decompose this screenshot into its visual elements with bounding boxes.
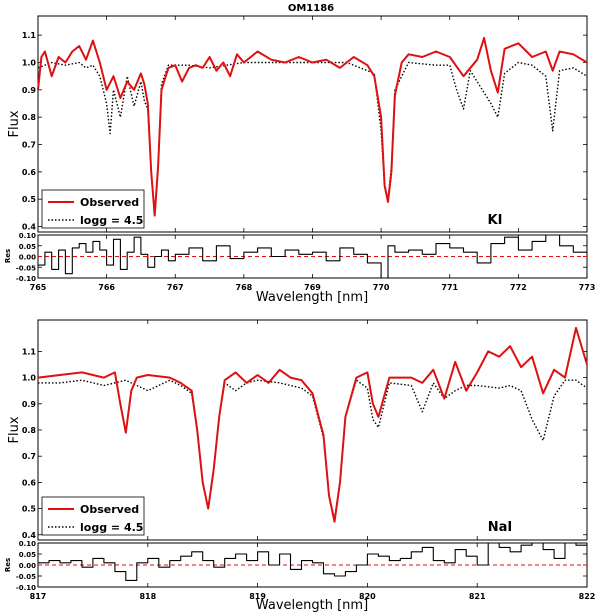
nai-xlabel: Wavelength [nm] xyxy=(256,598,368,613)
nai-residual-xtick-label: 818 xyxy=(139,592,156,601)
ki-flux-ytick-label: 0.6 xyxy=(22,168,37,177)
ki-residual-ytick-label: -0.05 xyxy=(16,264,36,272)
nai-legend-box xyxy=(41,496,145,536)
nai-flux-ylabel: Flux xyxy=(7,416,22,443)
nai-legend: Observed logg = 4.5 xyxy=(41,496,145,536)
ki-flux-panel: 0.4 0.5 0.6 0.7 0.8 0.9 1.0 1.1 Flux KI Observe… xyxy=(7,15,588,233)
nai-residual-panel: -0.10 -0.05 0.00 0.05 0.10 817 818 819 820 821 82… xyxy=(4,540,595,613)
ki-residual-xtick-label: 771 xyxy=(441,283,458,292)
ki-flux-series-model xyxy=(37,61,588,214)
ki-flux-ylabel: Flux xyxy=(7,110,22,137)
nai-residual-ytick-label: 0.05 xyxy=(19,551,36,559)
nai-flux-lines xyxy=(37,326,588,523)
ki-flux-y-ticks: 0.4 0.5 0.6 0.7 0.8 0.9 1.0 1.1 xyxy=(22,16,588,232)
ki-flux-ytick-label: 0.5 xyxy=(22,195,37,204)
nai-flux-ytick-label: 0.7 xyxy=(22,452,36,461)
ki-residual-xtick-label: 767 xyxy=(167,283,184,292)
nai-flux-y-ticks: 0.4 0.5 0.6 0.7 0.8 0.9 1.0 1.1 xyxy=(22,320,588,540)
nai-element-label: NaI xyxy=(488,520,513,535)
ki-residual-ytick-label: -0.10 xyxy=(16,275,36,283)
nai-residual-lines xyxy=(38,542,587,581)
nai-flux-ytick-label: 1.0 xyxy=(22,374,37,383)
nai-legend-observed: Observed xyxy=(80,503,139,516)
nai-residual-ytick-label: -0.10 xyxy=(16,584,36,592)
ki-legend-model: logg = 4.5 xyxy=(80,214,143,227)
nai-residual-ylabel: Res xyxy=(4,558,12,572)
ki-residual-xtick-label: 765 xyxy=(30,283,47,292)
nai-flux-ytick-label: 0.6 xyxy=(22,478,37,487)
ki-flux-ytick-label: 0.9 xyxy=(22,86,37,95)
nai-flux-series-observed xyxy=(37,326,588,523)
ki-residual-y-ticks: -0.10 -0.05 0.00 0.05 0.10 xyxy=(16,232,587,283)
nai-flux-ytick-label: 0.8 xyxy=(22,426,37,435)
ki-flux-ytick-label: 1.1 xyxy=(22,31,37,40)
ki-residual-ytick-label: 0.05 xyxy=(19,243,36,251)
nai-residual-ytick-label: 0.10 xyxy=(19,540,36,548)
ki-flux-ytick-label: 0.7 xyxy=(22,141,36,150)
ki-residual-panel: -0.10 -0.05 0.00 0.05 0.10 765 766 767 768 769 77… xyxy=(4,232,595,305)
nai-flux-series-model xyxy=(38,379,588,520)
ki-element-label: KI xyxy=(488,213,503,228)
ki-flux-series-observed xyxy=(37,36,588,217)
ki-residual-xtick-label: 766 xyxy=(98,283,115,292)
nai-flux-panel: 0.4 0.5 0.6 0.7 0.8 0.9 1.0 1.1 Flux NaI Observ… xyxy=(7,319,588,541)
nai-residual-xtick-label: 817 xyxy=(30,592,47,601)
ki-flux-ytick-label: 0.8 xyxy=(22,113,37,122)
ki-flux-ytick-label: 1.0 xyxy=(22,58,37,67)
ki-xlabel: Wavelength [nm] xyxy=(256,290,368,305)
nai-residual-series-residual xyxy=(38,542,587,581)
ki-x-ticks: 765 766 767 768 769 770 771 772 773 xyxy=(30,235,596,292)
nai-flux-ytick-label: 0.9 xyxy=(22,400,37,409)
ki-residual-xtick-label: 773 xyxy=(579,283,596,292)
nai-legend-model: logg = 4.5 xyxy=(80,521,143,534)
figure-title: OM1186 xyxy=(288,3,334,14)
nai-residual-ytick-label: 0.00 xyxy=(19,562,36,570)
ki-legend-box xyxy=(41,189,145,229)
ki-residual-ytick-label: 0.00 xyxy=(19,254,36,262)
nai-x-ticks: 817 818 819 820 821 822 xyxy=(30,543,596,601)
ki-residual-lines xyxy=(38,234,587,279)
nai-residual-xtick-label: 821 xyxy=(469,592,486,601)
ki-residual-ylabel: Res xyxy=(4,249,12,263)
nai-residual-xtick-label: 820 xyxy=(359,592,376,601)
nai-residual-ytick-label: -0.05 xyxy=(16,573,36,581)
ki-flux-lines xyxy=(37,36,588,217)
ki-residual-xtick-label: 769 xyxy=(304,283,321,292)
nai-flux-ytick-label: 0.5 xyxy=(22,505,37,514)
ki-residual-xtick-label: 772 xyxy=(510,283,527,292)
ki-residual-xtick-label: 770 xyxy=(373,283,390,292)
nai-flux-ytick-label: 0.4 xyxy=(22,531,37,540)
ki-legend-observed: Observed xyxy=(80,196,139,209)
ki-residual-xtick-label: 768 xyxy=(236,283,253,292)
nai-residual-xtick-label: 819 xyxy=(249,592,266,601)
nai-residual-y-ticks: -0.10 -0.05 0.00 0.05 0.10 xyxy=(16,540,587,592)
ki-flux-ytick-label: 0.4 xyxy=(22,223,37,232)
nai-residual-xtick-label: 822 xyxy=(579,592,596,601)
ki-residual-ytick-label: 0.10 xyxy=(19,232,36,240)
nai-flux-ytick-label: 1.1 xyxy=(22,347,37,356)
ki-legend: Observed logg = 4.5 xyxy=(41,189,145,229)
ki-residual-series-residual xyxy=(38,234,587,279)
